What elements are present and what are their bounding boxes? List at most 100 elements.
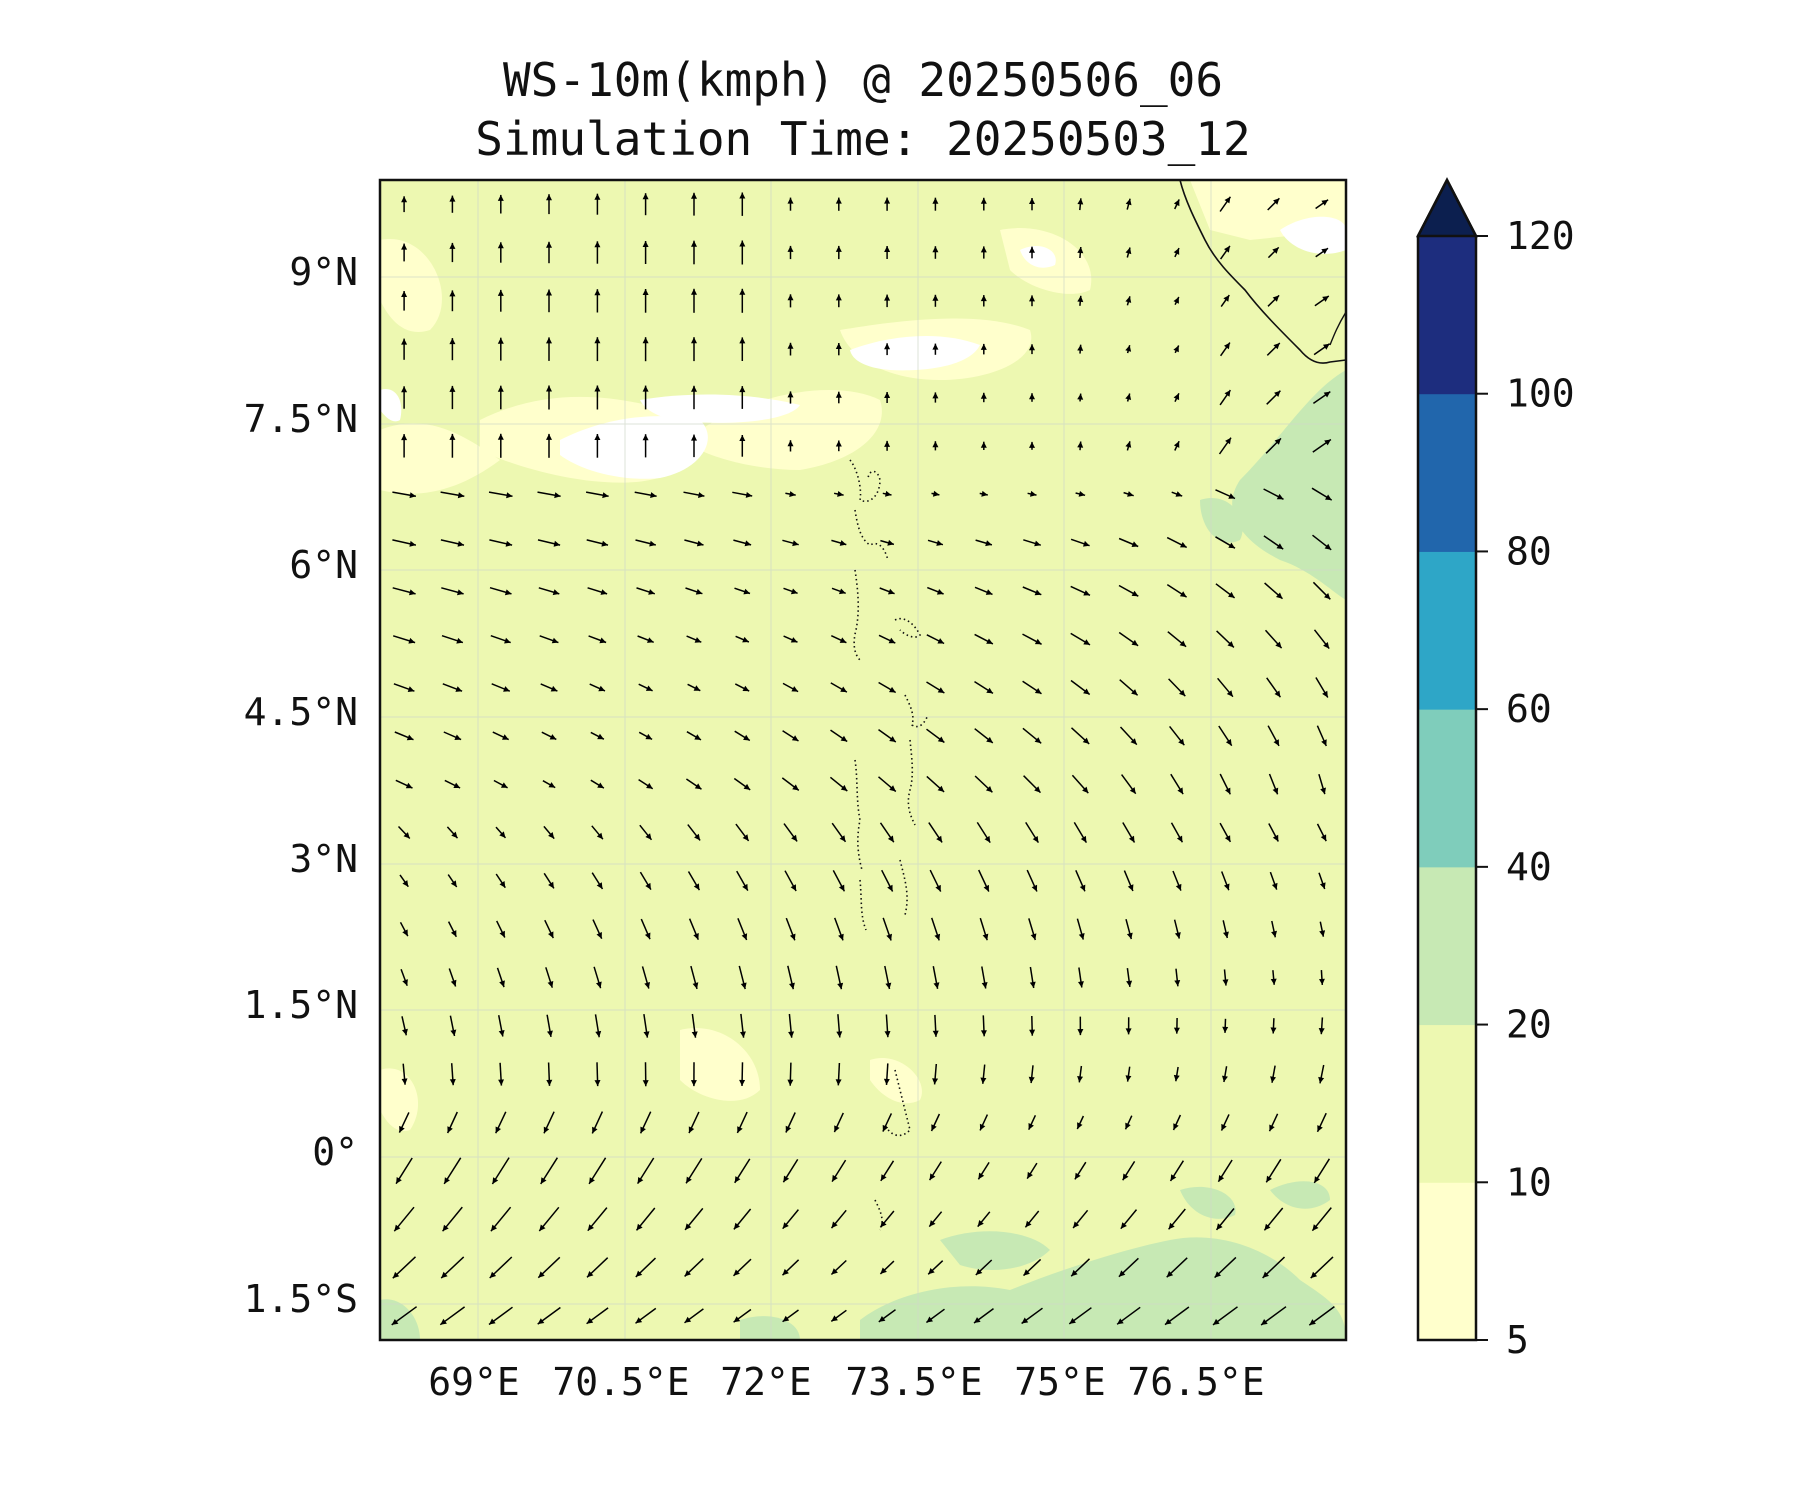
wind-arrow (441, 587, 464, 596)
wind-arrow (835, 245, 842, 260)
wind-arrow (441, 634, 464, 644)
wind-arrow (1312, 581, 1331, 600)
wind-arrow (448, 968, 457, 987)
wind-arrow (831, 587, 846, 595)
wind-arrow (440, 1256, 465, 1279)
wind-arrow (449, 338, 456, 361)
wind-arrow (398, 1112, 410, 1133)
wind-arrow (1077, 1016, 1084, 1036)
colorbar-tick-label: 20 (1506, 1003, 1552, 1047)
wind-arrow (835, 197, 842, 211)
wind-arrow (928, 822, 943, 843)
wind-arrow (449, 1063, 456, 1086)
wind-arrow (787, 440, 794, 452)
wind-arrow (634, 491, 657, 498)
wind-arrow (734, 683, 750, 692)
wind-arrow (735, 635, 750, 643)
wind-arrow (1312, 390, 1331, 405)
wind-arrow (785, 1112, 796, 1133)
wind-arrow (638, 778, 654, 790)
wind-arrow (687, 871, 701, 891)
wind-arrow (932, 246, 939, 259)
wind-arrow (1077, 441, 1084, 451)
wind-arrow (932, 197, 939, 211)
wind-arrow (401, 1016, 408, 1036)
wind-arrow (783, 823, 798, 842)
wind-arrow (1318, 1064, 1325, 1084)
wind-arrow (594, 1014, 602, 1038)
wind-arrow (399, 921, 409, 937)
wind-arrow (590, 731, 605, 740)
wind-arrow (1077, 246, 1084, 259)
wind-arrow (739, 435, 746, 457)
wind-arrow (490, 1206, 512, 1232)
lat-label: 9°N (289, 250, 358, 294)
wind-arrow (977, 1211, 991, 1228)
wind-arrow (932, 294, 939, 307)
wind-arrow (1078, 967, 1084, 988)
wind-arrow (931, 490, 940, 497)
wind-arrow (399, 874, 409, 888)
wind-arrow (830, 1309, 847, 1323)
wind-arrow (1310, 1256, 1334, 1279)
wind-arrow (391, 1306, 418, 1326)
wind-arrow (449, 433, 456, 458)
wind-arrow (830, 682, 848, 693)
wind-arrow (638, 731, 653, 741)
wind-arrow (1269, 871, 1278, 890)
wind-arrow (932, 1063, 939, 1085)
wind-arrow (1029, 1015, 1036, 1036)
wind-arrow (1029, 344, 1035, 355)
wind-arrow (738, 965, 747, 990)
wind-arrow (635, 1307, 657, 1324)
wind-arrow (974, 586, 993, 596)
wind-arrow (1267, 197, 1280, 211)
wind-arrow (787, 965, 795, 990)
lat-label: 0° (312, 1130, 358, 1174)
wind-arrow (1023, 775, 1042, 794)
wind-arrow (439, 1306, 466, 1326)
wind-arrow (880, 539, 895, 546)
wind-arrow (1168, 678, 1186, 697)
wind-arrow (1214, 1256, 1237, 1279)
wind-arrow (640, 918, 651, 940)
wind-arrow (691, 434, 697, 458)
wind-arrow (884, 246, 891, 259)
wind-arrow (1124, 1115, 1133, 1130)
wind-arrow (1262, 1256, 1286, 1279)
colorbar-band (1418, 709, 1476, 868)
wind-arrow (639, 824, 653, 841)
wind-arrow (1215, 583, 1236, 599)
wind-arrow (684, 539, 704, 547)
wind-arrow (593, 966, 602, 989)
wind-arrow (884, 1014, 891, 1038)
wind-arrow (736, 870, 749, 891)
wind-arrow (393, 683, 415, 692)
wind-arrow (878, 681, 897, 694)
wind-arrow (829, 776, 848, 792)
wind-arrow (493, 779, 508, 789)
wind-arrow (1120, 1209, 1138, 1230)
wind-arrow (686, 635, 702, 643)
wind-arrow (394, 731, 414, 741)
lat-label: 3°N (289, 837, 358, 881)
wind-arrow (392, 491, 417, 499)
wind-arrow (492, 731, 510, 741)
wind-arrow (1028, 918, 1037, 941)
colorbar-frame (1416, 177, 1478, 1342)
wind-arrow (1028, 1065, 1035, 1084)
wind-arrow (736, 1111, 748, 1134)
wind-arrow (1222, 1018, 1229, 1033)
colorbar-tick-label: 10 (1506, 1160, 1552, 1204)
wind-arrow (691, 288, 697, 313)
wind-arrow (926, 775, 945, 793)
wind-arrow (974, 680, 994, 695)
wind-arrow (495, 873, 506, 889)
wind-arrow (1173, 440, 1180, 451)
wind-arrow (544, 919, 554, 939)
wind-arrow (1075, 870, 1086, 892)
wind-arrow (879, 1260, 895, 1275)
wind-arrow (979, 490, 988, 497)
wind-arrow (496, 967, 505, 988)
wind-arrow (1118, 584, 1139, 597)
